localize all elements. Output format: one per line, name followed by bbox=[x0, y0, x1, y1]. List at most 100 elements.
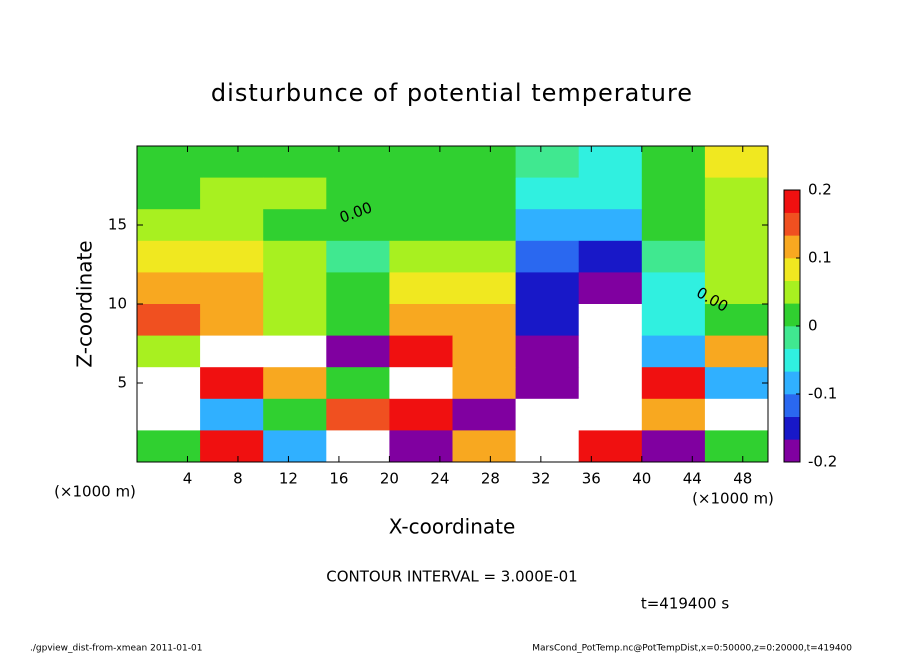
y-tick-label: 5 bbox=[117, 374, 127, 392]
cell bbox=[641, 240, 706, 273]
cell bbox=[704, 367, 769, 400]
y-tick-label: 10 bbox=[108, 295, 127, 313]
cell bbox=[641, 430, 706, 463]
x-tick-label: 32 bbox=[531, 470, 550, 488]
cell bbox=[389, 240, 453, 273]
cell bbox=[578, 240, 643, 273]
cell bbox=[578, 398, 643, 431]
cell bbox=[200, 240, 264, 273]
x-tick-label: 8 bbox=[233, 470, 243, 488]
cell bbox=[452, 240, 517, 273]
contour-interval: CONTOUR INTERVAL = 3.000E-01 bbox=[326, 568, 577, 586]
y-axis-label: Z-coordinate bbox=[73, 240, 97, 367]
cell bbox=[515, 304, 580, 337]
cell bbox=[452, 177, 517, 210]
cell bbox=[515, 398, 580, 431]
cell bbox=[452, 367, 517, 400]
cell bbox=[641, 304, 706, 337]
cell bbox=[326, 272, 390, 305]
cell bbox=[326, 335, 390, 368]
cell bbox=[578, 430, 643, 463]
cell bbox=[137, 398, 201, 431]
x-tick-label: 20 bbox=[380, 470, 399, 488]
cell bbox=[263, 367, 327, 400]
cell bbox=[452, 272, 517, 305]
cell bbox=[263, 335, 327, 368]
cell bbox=[578, 146, 643, 179]
x-tick-label: 48 bbox=[733, 470, 752, 488]
x-unit-label: (×1000 m) bbox=[692, 490, 774, 508]
cell bbox=[389, 177, 453, 210]
cell bbox=[389, 335, 453, 368]
cell bbox=[200, 209, 264, 242]
colorbar-band bbox=[784, 190, 800, 213]
cell bbox=[641, 272, 706, 305]
cell bbox=[200, 146, 264, 179]
x-tick-label: 28 bbox=[481, 470, 500, 488]
cell bbox=[326, 304, 390, 337]
colorbar-tick-label: -0.1 bbox=[808, 385, 837, 403]
cell bbox=[200, 272, 264, 305]
cell bbox=[200, 177, 264, 210]
x-axis-label: X-coordinate bbox=[389, 515, 516, 539]
chart-title: disturbunce of potential temperature bbox=[211, 79, 693, 107]
cell bbox=[137, 240, 201, 273]
cell bbox=[641, 335, 706, 368]
cell bbox=[515, 177, 580, 210]
cell bbox=[389, 367, 453, 400]
colorbar-band bbox=[784, 258, 800, 281]
cell bbox=[200, 304, 264, 337]
x-tick-label: 24 bbox=[430, 470, 449, 488]
cell bbox=[704, 272, 769, 305]
colorbar-band bbox=[784, 416, 800, 440]
cell bbox=[578, 335, 643, 368]
cell bbox=[704, 209, 769, 242]
colorbar-band bbox=[784, 326, 800, 349]
cell bbox=[263, 272, 327, 305]
cell bbox=[389, 430, 453, 463]
cell bbox=[263, 146, 327, 179]
cell bbox=[515, 335, 580, 368]
cell bbox=[326, 209, 390, 242]
colorbar-band bbox=[784, 371, 800, 395]
cell bbox=[452, 304, 517, 337]
colorbar-band bbox=[784, 303, 800, 327]
cell bbox=[137, 430, 201, 463]
cell bbox=[641, 177, 706, 210]
cell bbox=[641, 398, 706, 431]
cell bbox=[515, 367, 580, 400]
cell bbox=[263, 430, 327, 463]
cell bbox=[137, 146, 201, 179]
colorbar-band bbox=[784, 280, 800, 304]
cell bbox=[641, 146, 706, 179]
x-tick-label: 4 bbox=[183, 470, 193, 488]
cell bbox=[452, 430, 517, 463]
cell bbox=[452, 146, 517, 179]
colorbar-band bbox=[784, 235, 800, 259]
cell bbox=[137, 209, 201, 242]
y-unit-label: (×1000 m) bbox=[54, 483, 136, 501]
colorbar-band bbox=[784, 348, 800, 372]
cell bbox=[326, 240, 390, 273]
colorbar-tick-label: 0.2 bbox=[808, 181, 832, 199]
cell bbox=[452, 398, 517, 431]
colorbar-band bbox=[784, 212, 800, 236]
cell bbox=[578, 177, 643, 210]
cell bbox=[578, 304, 643, 337]
cell bbox=[326, 398, 390, 431]
cell bbox=[137, 304, 201, 337]
cell bbox=[263, 240, 327, 273]
cell bbox=[704, 304, 769, 337]
colorbar-band bbox=[784, 439, 800, 463]
time-label: t=419400 s bbox=[641, 595, 729, 613]
cell bbox=[389, 272, 453, 305]
cell bbox=[704, 177, 769, 210]
cell bbox=[389, 209, 453, 242]
cell bbox=[200, 335, 264, 368]
cell bbox=[389, 398, 453, 431]
cell bbox=[389, 304, 453, 337]
cell bbox=[452, 335, 517, 368]
cell bbox=[200, 367, 264, 400]
footer-left: ./gpview_dist-from-xmean 2011-01-01 bbox=[30, 644, 202, 654]
